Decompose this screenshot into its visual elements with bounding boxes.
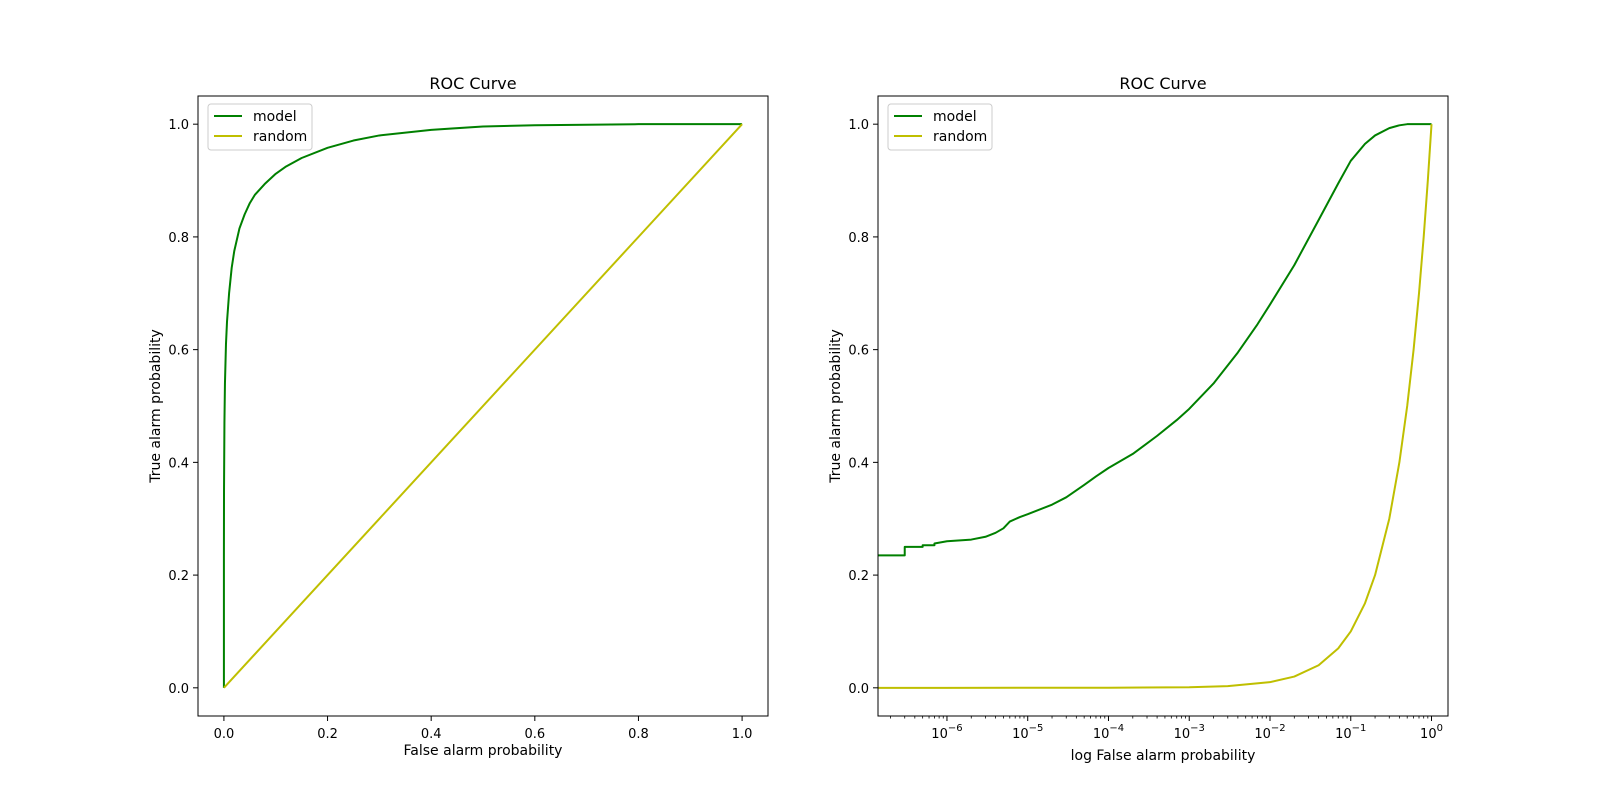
series-line-model xyxy=(222,123,743,688)
legend-label-random: random xyxy=(253,129,307,145)
y-axis-ticks: 0.0 0.2 0.4 0.6 0.8 1.0 xyxy=(848,118,878,697)
x-tick-label-exponent: −6 xyxy=(948,723,963,734)
y-tick-label: 0.0 xyxy=(168,682,189,697)
x-tick-label: 100 xyxy=(1420,723,1443,742)
x-tick-label: 0.6 xyxy=(524,727,545,742)
x-tick-label: 10−5 xyxy=(1012,723,1043,742)
legend-label-random: random xyxy=(933,129,987,145)
x-axis-ticks: 10−6 10−5 10−4 10−3 10−2 10−1 100 xyxy=(890,716,1443,742)
x-tick-label-exponent: 0 xyxy=(1437,723,1443,734)
axes-background xyxy=(878,96,1448,716)
axes-frame xyxy=(877,95,1449,717)
y-tick-label: 0.0 xyxy=(848,682,869,697)
x-tick-label: 10−2 xyxy=(1254,723,1285,742)
x-tick-label-base: 10 xyxy=(1093,727,1110,742)
y-tick-label: 0.2 xyxy=(848,569,869,584)
x-tick-label-exponent: −2 xyxy=(1271,723,1286,734)
chart-title: ROC Curve xyxy=(1119,74,1206,93)
plot-area xyxy=(197,95,769,717)
series-layer xyxy=(222,123,743,689)
y-tick-label: 0.6 xyxy=(848,344,869,359)
series-line-random xyxy=(223,123,743,689)
y-axis-label: True alarm probability xyxy=(828,329,844,484)
y-tick-label: 1.0 xyxy=(848,118,869,133)
x-tick-label: 0.8 xyxy=(628,727,649,742)
x-tick-label-exponent: −4 xyxy=(1109,723,1124,734)
y-tick-label: 0.8 xyxy=(168,231,189,246)
x-tick-label: 0.2 xyxy=(317,727,338,742)
plot-area xyxy=(877,95,1449,717)
x-axis-label: False alarm probability xyxy=(404,743,563,759)
x-axis-ticks: 0.0 0.2 0.4 0.6 0.8 1.0 xyxy=(214,716,753,742)
x-tick-label: 10−4 xyxy=(1093,723,1124,742)
x-tick-label-base: 10 xyxy=(931,727,948,742)
y-tick-label: 1.0 xyxy=(168,118,189,133)
x-tick-label-base: 10 xyxy=(1174,727,1191,742)
x-tick-label: 1.0 xyxy=(732,727,753,742)
x-tick-label-base: 10 xyxy=(1254,727,1271,742)
legend-label-model: model xyxy=(933,109,977,125)
series-layer xyxy=(878,123,1433,689)
x-axis-label: log False alarm probability xyxy=(1071,748,1256,764)
x-tick-label-base: 10 xyxy=(1420,727,1437,742)
y-tick-label: 0.8 xyxy=(848,231,869,246)
roc-log-chart: ROC Curve 10−6 10−5 10−4 10−3 10−2 10−1 100 0.… xyxy=(828,74,1449,764)
x-tick-label-exponent: −3 xyxy=(1190,723,1205,734)
y-tick-label: 0.4 xyxy=(168,456,189,471)
x-tick-label-exponent: −5 xyxy=(1029,723,1044,734)
x-tick-label: 10−6 xyxy=(931,723,962,742)
x-tick-label: 10−1 xyxy=(1335,723,1366,742)
x-tick-label-base: 10 xyxy=(1335,727,1352,742)
legend-label-model: model xyxy=(253,109,297,125)
series-line-model xyxy=(878,123,1432,557)
x-tick-label: 0.4 xyxy=(421,727,442,742)
y-axis-label: True alarm probability xyxy=(148,329,164,484)
x-tick-label-exponent: −1 xyxy=(1352,723,1367,734)
legend: model random xyxy=(207,103,313,151)
series-line-random xyxy=(878,124,1433,689)
x-tick-label: 10−3 xyxy=(1174,723,1205,742)
axes-frame xyxy=(197,95,769,717)
y-tick-label: 0.6 xyxy=(168,344,189,359)
x-tick-label-base: 10 xyxy=(1012,727,1029,742)
y-tick-label: 0.4 xyxy=(848,456,869,471)
chart-title: ROC Curve xyxy=(429,74,516,93)
y-tick-label: 0.2 xyxy=(168,569,189,584)
roc-linear-chart: ROC Curve 0.0 0.2 0.4 0.6 0.8 1.0 0.00.20.40.… xyxy=(148,74,769,759)
x-tick-label: 0.0 xyxy=(214,727,235,742)
y-axis-ticks: 0.0 0.2 0.4 0.6 0.8 1.0 xyxy=(168,118,198,697)
legend: model random xyxy=(887,103,993,151)
